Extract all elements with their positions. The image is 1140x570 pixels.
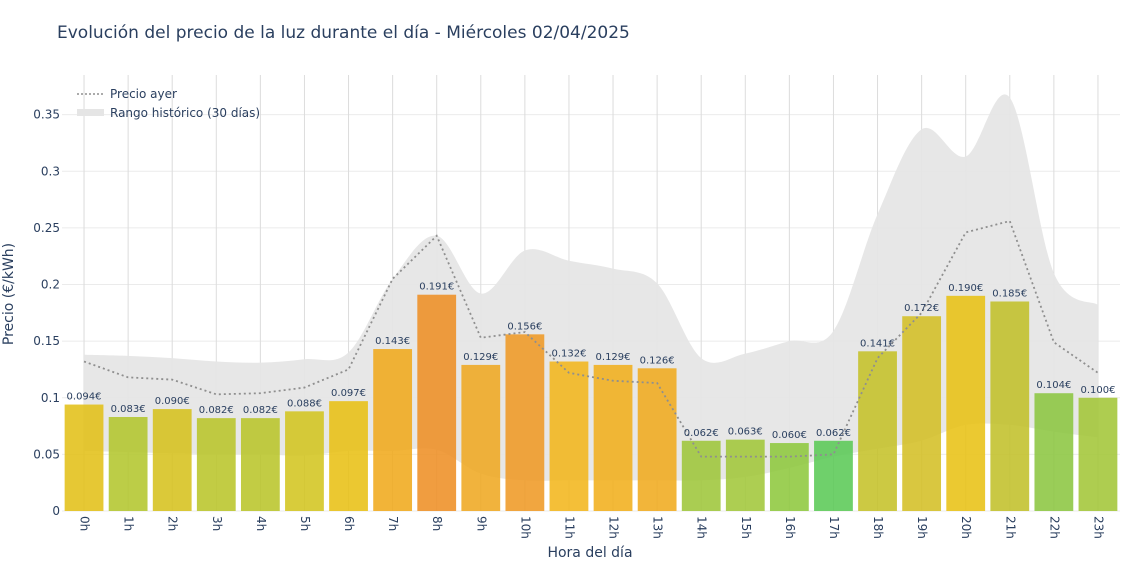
- bar-value-label: 0.094€: [67, 392, 102, 403]
- chart-title: Evolución del precio de la luz durante e…: [57, 23, 630, 43]
- y-tick-label: 0.15: [33, 334, 60, 348]
- bar-20h[interactable]: [946, 295, 986, 511]
- bar-value-label: 0.088€: [287, 398, 322, 409]
- bar-0h[interactable]: [64, 404, 104, 511]
- x-tick-label: 13h: [651, 516, 665, 539]
- bar-value-label: 0.082€: [243, 405, 278, 416]
- x-tick-label: 23h: [1091, 516, 1105, 539]
- y-axis-title: Precio (€/kWh): [1, 243, 17, 345]
- bar-value-label: 0.063€: [728, 427, 763, 438]
- bar-22h[interactable]: [1034, 393, 1074, 511]
- x-tick-label: 18h: [871, 516, 885, 539]
- x-tick-label: 10h: [518, 516, 532, 539]
- bar-value-label: 0.083€: [111, 404, 146, 415]
- bar-15h[interactable]: [725, 439, 765, 511]
- bar-11h[interactable]: [549, 361, 589, 511]
- x-tick-label: 1h: [122, 516, 136, 531]
- bar-8h[interactable]: [417, 294, 457, 511]
- legend-label-range: Rango histórico (30 días): [110, 106, 260, 120]
- bar-21h[interactable]: [990, 301, 1030, 511]
- x-tick-label: 17h: [827, 516, 841, 539]
- bar-value-label: 0.060€: [772, 430, 807, 441]
- bar-value-label: 0.090€: [155, 396, 190, 407]
- bar-value-label: 0.129€: [596, 352, 631, 363]
- bar-value-label: 0.097€: [331, 388, 366, 399]
- bar-7h[interactable]: [373, 349, 413, 511]
- x-tick-label: 9h: [474, 516, 488, 531]
- x-tick-label: 11h: [562, 516, 576, 539]
- x-tick-label: 8h: [430, 516, 444, 531]
- historical-range-band: [84, 94, 1098, 481]
- x-tick-label: 12h: [607, 516, 621, 539]
- bar-value-label: 0.104€: [1036, 380, 1071, 391]
- bar-9h[interactable]: [461, 364, 501, 511]
- y-axis: 0 0.05 0.1 0.15 0.2 0.25 0.3 0.35: [33, 108, 60, 518]
- y-tick-label: 0: [52, 504, 60, 518]
- bar-23h[interactable]: [1078, 397, 1118, 511]
- x-tick-label: 2h: [166, 516, 180, 531]
- bar-value-label: 0.082€: [199, 405, 234, 416]
- bar-16h[interactable]: [769, 443, 809, 511]
- bar-5h[interactable]: [285, 411, 324, 511]
- x-tick-label: 7h: [386, 516, 400, 531]
- x-tick-label: 6h: [342, 516, 356, 531]
- x-tick-label: 15h: [739, 516, 753, 539]
- bar-value-label: 0.100€: [1080, 385, 1115, 396]
- bar-14h[interactable]: [681, 440, 721, 511]
- x-tick-label: 3h: [210, 516, 224, 531]
- y-tick-label: 0.3: [41, 164, 60, 178]
- bar-value-label: 0.156€: [507, 321, 542, 332]
- y-tick-label: 0.05: [33, 447, 60, 461]
- bar-value-label: 0.141€: [860, 338, 895, 349]
- x-tick-label: 20h: [959, 516, 973, 539]
- range-band-area: [84, 94, 1098, 481]
- x-tick-label: 0h: [78, 516, 92, 531]
- y-tick-label: 0.1: [41, 391, 60, 405]
- legend-swatch-range: [77, 109, 104, 116]
- bar-value-label: 0.191€: [419, 282, 454, 293]
- bar-10h[interactable]: [505, 334, 545, 511]
- x-tick-label: 16h: [783, 516, 797, 539]
- x-tick-label: 5h: [298, 516, 312, 531]
- y-tick-label: 0.25: [33, 221, 60, 235]
- bar-value-labels: 0.094€ 0.083€ 0.090€ 0.082€ 0.082€ 0.088€ 0.09…: [67, 282, 1116, 441]
- bar-18h[interactable]: [858, 351, 897, 511]
- bar-2h[interactable]: [152, 409, 192, 511]
- bar-value-label: 0.143€: [375, 336, 410, 347]
- y-tick-label: 0.35: [33, 108, 60, 122]
- legend[interactable]: Precio ayer Rango histórico (30 días): [77, 87, 260, 120]
- bar-4h[interactable]: [240, 418, 280, 511]
- bar-1h[interactable]: [108, 417, 148, 511]
- bar-value-label: 0.185€: [992, 288, 1027, 299]
- bar-value-label: 0.129€: [463, 352, 498, 363]
- bar-value-label: 0.132€: [551, 349, 586, 360]
- x-tick-label: 4h: [254, 516, 268, 531]
- bar-19h[interactable]: [902, 316, 942, 511]
- legend-label-yesterday: Precio ayer: [110, 87, 177, 101]
- bar-13h[interactable]: [637, 368, 677, 511]
- bar-12h[interactable]: [593, 364, 633, 511]
- y-tick-label: 0.2: [41, 278, 60, 292]
- x-axis: 0h 1h 2h 3h 4h 5h 6h 7h 8h 9h 10h 11h 12h 13h 14h 15h 16…: [78, 516, 1106, 539]
- bar-6h[interactable]: [329, 401, 368, 511]
- bar-value-label: 0.062€: [816, 428, 851, 439]
- bar-value-label: 0.172€: [904, 303, 939, 314]
- x-tick-label: 21h: [1003, 516, 1017, 539]
- bar-17h[interactable]: [814, 440, 853, 511]
- x-tick-label: 19h: [915, 516, 929, 539]
- bar-series: [64, 294, 1118, 511]
- bar-value-label: 0.190€: [948, 283, 983, 294]
- x-axis-title: Hora del día: [547, 545, 632, 561]
- x-tick-label: 14h: [695, 516, 709, 539]
- bar-3h[interactable]: [196, 418, 236, 511]
- bar-value-label: 0.126€: [640, 355, 675, 366]
- bar-value-label: 0.062€: [684, 428, 719, 439]
- x-tick-label: 22h: [1047, 516, 1061, 539]
